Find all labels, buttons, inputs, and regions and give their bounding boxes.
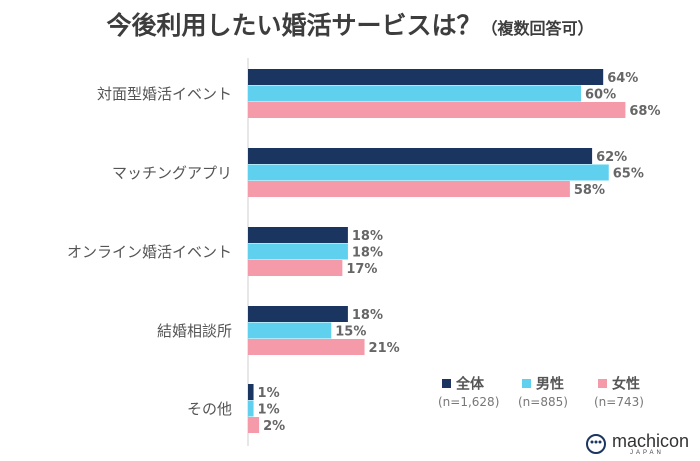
legend-label: 男性 (536, 376, 564, 393)
title-sub: （複数回答可） (481, 19, 594, 38)
category-label: オンライン婚活イベント (67, 243, 232, 261)
data-label: 18% (352, 229, 383, 244)
bar (248, 102, 626, 118)
data-label: 64% (607, 71, 638, 86)
legend-label: 女性 (612, 376, 640, 393)
data-label: 58% (574, 183, 605, 198)
legend-sample-size: (n=1,628) (438, 395, 500, 409)
bar (248, 417, 260, 433)
category-label: 対面型婚活イベント (97, 85, 232, 103)
title-main: 今後利用したい婚活サービスは？ (106, 11, 482, 40)
data-label: 1% (258, 403, 280, 418)
bar (248, 243, 348, 260)
bar (248, 69, 604, 85)
bar (248, 85, 581, 102)
legend-item: 男性 (522, 373, 564, 394)
machicon-logo-icon (586, 434, 606, 454)
data-label: 18% (352, 246, 383, 261)
legend-item: 全体 (442, 373, 484, 394)
legend-swatch (598, 379, 607, 388)
legend: 全体 (n=1,628) 男性 (n=885) 女性 (n=743) (438, 373, 662, 413)
data-label: 65% (613, 167, 644, 182)
bar (248, 148, 593, 164)
bar (248, 339, 365, 355)
machicon-logo: machicon JAPAN (584, 431, 696, 457)
data-label: 18% (352, 308, 383, 323)
data-label: 2% (263, 419, 285, 434)
data-label: 17% (346, 262, 377, 277)
legend-sample-size: (n=743) (594, 395, 644, 409)
data-label: 60% (585, 88, 616, 103)
chart-title: 今後利用したい婚活サービスは？（複数回答可） (0, 6, 700, 42)
data-label: 21% (369, 341, 400, 356)
legend-sample-size: (n=885) (518, 395, 568, 409)
legend-swatch (522, 379, 531, 388)
bar (248, 322, 332, 339)
bar (248, 400, 254, 417)
bar (248, 227, 348, 243)
data-label: 15% (335, 325, 366, 340)
legend-label: 全体 (456, 376, 484, 393)
bar (248, 306, 348, 322)
legend-item: 女性 (598, 373, 640, 394)
category-label: 結婚相談所 (157, 322, 232, 340)
logo-text: machicon (612, 431, 690, 451)
bar (248, 384, 254, 400)
bar (248, 260, 343, 276)
data-label: 62% (596, 150, 627, 165)
legend-swatch (442, 379, 451, 388)
category-label: マッチングアプリ (112, 164, 232, 182)
bar (248, 164, 609, 181)
data-label: 1% (258, 386, 280, 401)
logo-sub: JAPAN (630, 450, 664, 456)
category-label: その他 (187, 400, 232, 418)
bar (248, 181, 570, 197)
data-label: 68% (629, 104, 660, 119)
